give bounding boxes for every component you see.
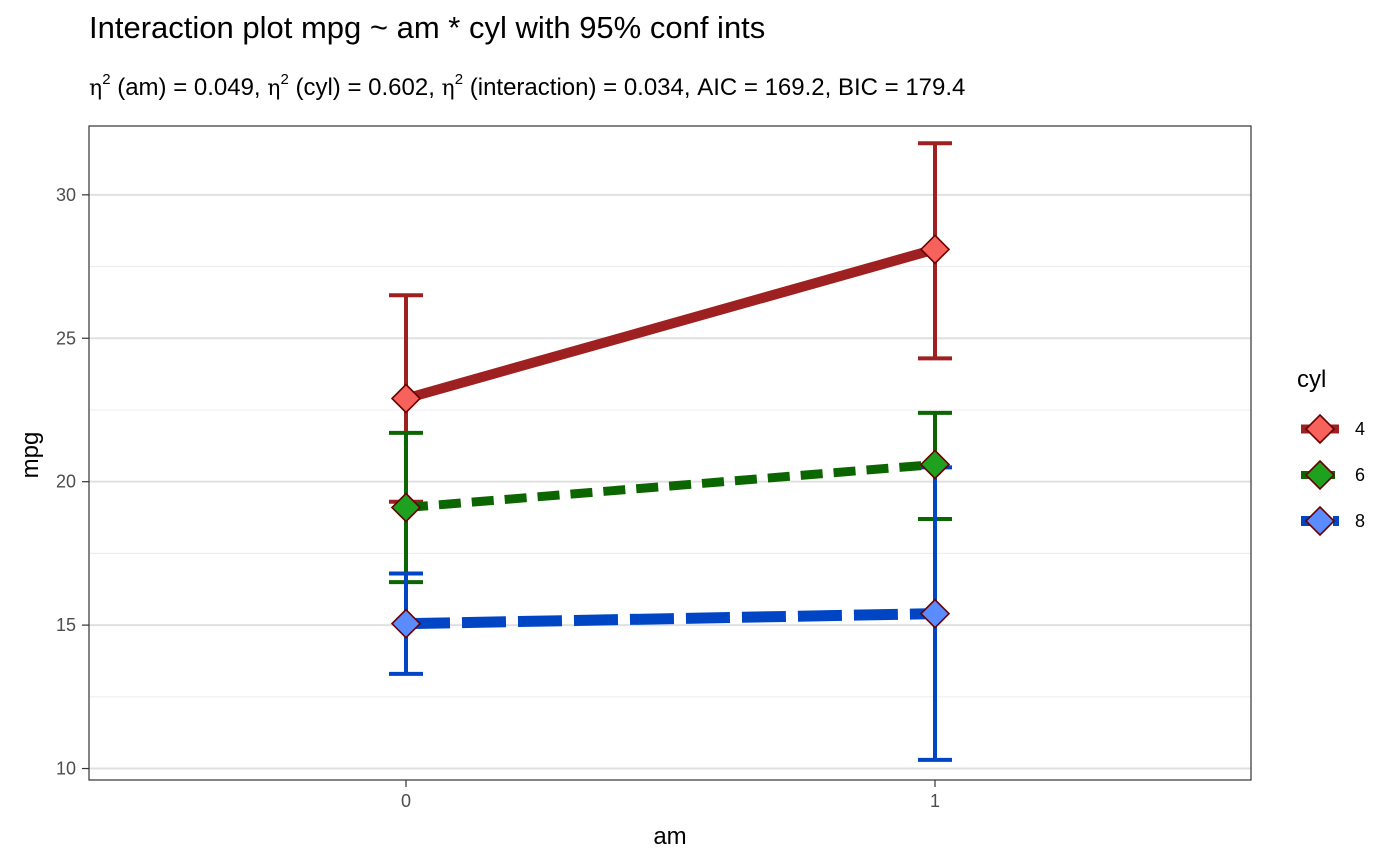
data-point <box>390 492 422 523</box>
subtitle-cyl: (cyl) = 0.602, <box>288 74 442 101</box>
legend-key-marker <box>1304 505 1336 537</box>
superscript: 2 <box>102 71 111 88</box>
plot-data <box>389 141 952 762</box>
chart-subtitle: η2 (am) = 0.049, η2 (cyl) = 0.602, η2 (i… <box>89 71 966 102</box>
y-axis-title: mpg <box>17 432 44 479</box>
x-tick-label: 1 <box>930 791 940 811</box>
series-line-4 <box>404 244 937 404</box>
series-line-8 <box>405 608 936 630</box>
eta-symbol: η <box>89 76 103 101</box>
superscript: 2 <box>280 71 289 88</box>
legend: cyl 4 6 8 <box>1297 366 1365 537</box>
eta-symbol: η <box>441 76 455 101</box>
legend-key-marker <box>1304 459 1336 491</box>
data-point <box>919 234 951 265</box>
series-line-6 <box>405 459 936 512</box>
superscript: 2 <box>454 71 464 88</box>
chart-title: Interaction plot mpg ~ am * cyl with 95%… <box>89 10 766 45</box>
axes: 10 15 20 25 30 0 1 am mpg <box>17 185 940 850</box>
y-tick-label: 10 <box>56 759 76 779</box>
data-point <box>390 608 422 639</box>
legend-label: 4 <box>1355 419 1365 439</box>
legend-title: cyl <box>1297 366 1326 393</box>
y-tick-label: 30 <box>56 185 76 205</box>
data-point <box>390 383 422 414</box>
subtitle-am: (am) = 0.049, <box>110 74 268 101</box>
legend-label: 6 <box>1355 465 1365 485</box>
data-point <box>919 598 951 629</box>
data-point <box>919 449 951 480</box>
legend-label: 8 <box>1355 511 1365 531</box>
plot-panel-border <box>88 125 1252 781</box>
eta-symbol: η <box>267 76 281 101</box>
x-tick-label: 0 <box>401 791 411 811</box>
legend-key-marker <box>1304 413 1336 445</box>
x-axis-title: am <box>653 823 686 850</box>
y-tick-label: 20 <box>56 472 76 492</box>
y-tick-label: 25 <box>56 328 76 348</box>
subtitle-interaction: (interaction) = 0.034, AIC = 169.2, BIC … <box>463 74 966 101</box>
y-tick-label: 15 <box>56 615 76 635</box>
